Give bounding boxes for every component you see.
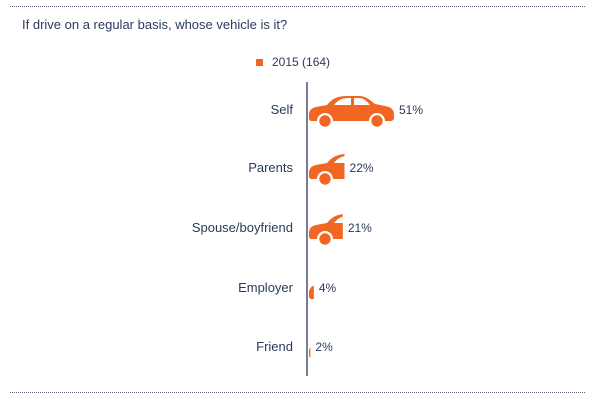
- category-label: Friend: [256, 339, 293, 354]
- category-label: Self: [271, 102, 294, 117]
- value-label: 4%: [319, 281, 337, 295]
- car-wheel: [369, 113, 385, 129]
- car-body: [309, 214, 343, 239]
- value-label: 2%: [315, 340, 333, 354]
- legend: 2015 (164): [256, 55, 330, 69]
- car-wheel: [371, 293, 384, 306]
- category-label: Employer: [238, 280, 294, 295]
- car-body: [309, 285, 314, 299]
- bar-mark: [309, 214, 384, 247]
- bar-mark: [309, 335, 384, 365]
- bar-mark: [309, 96, 394, 129]
- bar-mark: [309, 154, 345, 187]
- car-window: [334, 156, 345, 163]
- car-wheel: [317, 113, 333, 129]
- value-label: 22%: [350, 161, 374, 175]
- car-window: [334, 276, 370, 283]
- car-wheel: [317, 171, 333, 187]
- bar-mark: [309, 276, 384, 306]
- car-window: [334, 216, 343, 223]
- category-label: Spouse/boyfriend: [192, 220, 293, 235]
- car-wheel: [371, 352, 384, 365]
- value-label: 51%: [399, 103, 423, 117]
- car-body: [309, 154, 345, 179]
- top-dotted-divider: [10, 6, 585, 7]
- car-wheel: [317, 231, 333, 247]
- category-label: Parents: [248, 160, 293, 175]
- chart-title: If drive on a regular basis, whose vehic…: [22, 17, 288, 32]
- car-body: [309, 96, 394, 121]
- car-wheel: [371, 233, 384, 246]
- car-window: [334, 335, 370, 342]
- legend-label: 2015 (164): [272, 55, 331, 69]
- value-label: 21%: [348, 221, 372, 235]
- legend-swatch: [256, 58, 263, 66]
- car-body: [309, 347, 311, 358]
- bottom-dotted-divider: [10, 392, 585, 393]
- car-window: [334, 98, 370, 105]
